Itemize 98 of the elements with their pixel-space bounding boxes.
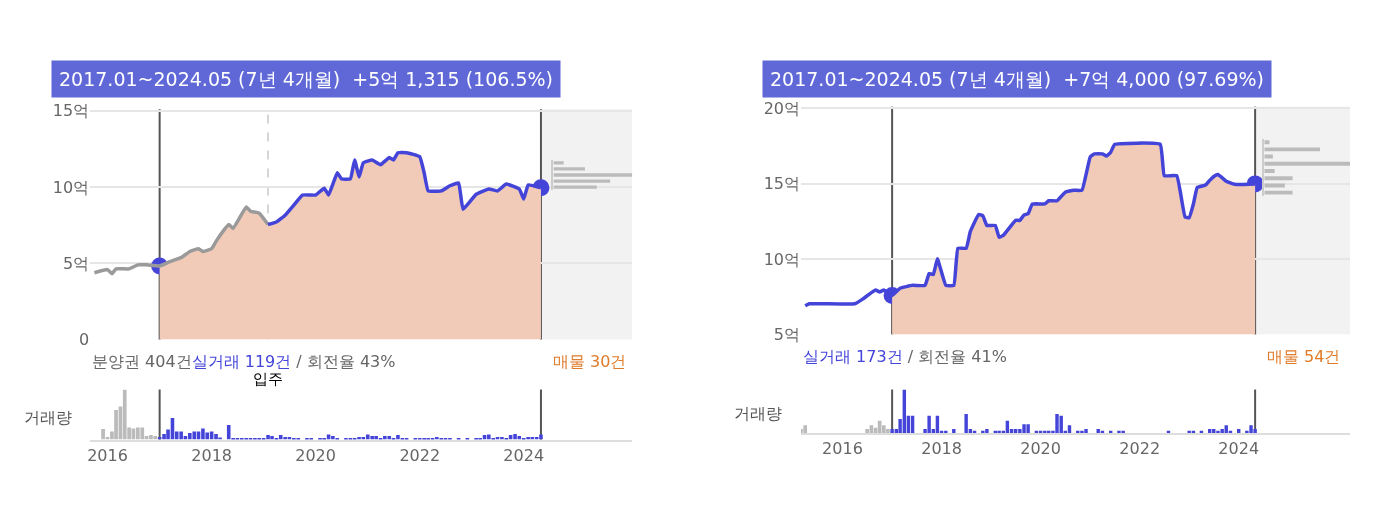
- bar: [927, 415, 931, 434]
- x-tick-label: 2016: [87, 445, 128, 465]
- bar: [1026, 424, 1030, 434]
- bar: [1055, 413, 1059, 434]
- bar: [1080, 430, 1084, 434]
- bar: [101, 429, 105, 440]
- bar: [1043, 430, 1047, 434]
- bar: [886, 429, 890, 434]
- bar: [890, 429, 894, 434]
- bar: [553, 167, 585, 171]
- bar: [201, 428, 205, 440]
- bar: [553, 173, 633, 177]
- text: / 회전율 43%: [291, 352, 396, 371]
- bar: [1237, 429, 1241, 434]
- bar: [1264, 190, 1293, 195]
- bar: [270, 436, 274, 440]
- bar: [192, 431, 197, 440]
- bar: [997, 430, 1001, 434]
- x-tick-label: 2022: [1119, 439, 1161, 459]
- y-tick-label: 20억: [763, 98, 800, 118]
- text: 2017.01~2024.05 (7년 4개월) +5억 1,315 (106.5%): [59, 68, 553, 90]
- text: 실거래 173건: [803, 347, 903, 366]
- bar: [944, 430, 948, 434]
- bar: [331, 436, 335, 440]
- bar: [205, 432, 210, 440]
- y-tick-label: 10억: [52, 177, 90, 197]
- bar: [1264, 176, 1293, 181]
- bar: [370, 436, 374, 440]
- x-tick-label: 2024: [1218, 439, 1260, 459]
- bar: [1117, 430, 1121, 434]
- bar: [140, 427, 145, 440]
- bar: [266, 435, 270, 440]
- text: / 회전율 41%: [902, 347, 1007, 366]
- x-tick-label: 2022: [399, 445, 441, 465]
- text: 2017.01~2024.05 (7년 4개월) +7억 4,000 (97.69%): [770, 68, 1264, 90]
- bar: [800, 429, 803, 434]
- bar: [553, 161, 564, 165]
- bar: [387, 436, 392, 440]
- bar: [553, 179, 611, 183]
- bar: [149, 435, 153, 440]
- band-label: 매물 30건: [553, 352, 627, 371]
- x-tick-label: 2020: [295, 445, 336, 465]
- bar: [374, 436, 378, 440]
- bar: [553, 185, 597, 189]
- bar: [1264, 154, 1273, 159]
- bar: [865, 429, 869, 434]
- bar: [114, 410, 118, 440]
- bar: [226, 425, 231, 440]
- y-tick-label: 5억: [773, 324, 800, 344]
- bar: [1022, 424, 1026, 434]
- bar: [513, 434, 517, 440]
- bar: [383, 436, 387, 440]
- bar: [1013, 429, 1018, 434]
- bar: [135, 427, 140, 440]
- bar: [122, 389, 127, 440]
- bar: [1264, 169, 1275, 173]
- bar: [162, 434, 166, 440]
- bar: [1216, 430, 1220, 434]
- y-tick-label: 15억: [763, 174, 800, 194]
- bar: [188, 433, 192, 440]
- y-axis-title: 거래량: [24, 408, 72, 427]
- bar: [1253, 429, 1257, 434]
- y-tick-label: 10억: [763, 249, 800, 269]
- bar: [396, 435, 400, 440]
- bar: [1121, 430, 1125, 434]
- x-tick-label: 2016: [822, 439, 863, 459]
- x-tick-label: 2018: [921, 439, 962, 459]
- bar: [952, 429, 956, 434]
- bar: [278, 435, 283, 440]
- bar: [1207, 429, 1212, 434]
- bar: [1084, 429, 1088, 434]
- y-tick-label: 15억: [52, 101, 90, 121]
- text: 분양권 404건: [92, 352, 192, 371]
- bar: [1264, 147, 1321, 152]
- bar: [981, 430, 985, 434]
- bar: [214, 434, 218, 440]
- x-tick-label: 2020: [1020, 439, 1061, 459]
- x-tick-label: 2024: [503, 445, 545, 465]
- bar: [985, 429, 989, 434]
- ref-line-label: 입주: [253, 370, 283, 388]
- x-tick-label: 2018: [191, 445, 232, 465]
- bar: [882, 425, 886, 434]
- bar: [1264, 161, 1351, 166]
- text: 실거래 119건: [191, 352, 292, 371]
- bar: [1220, 429, 1224, 434]
- y-tick-label: 0: [78, 330, 90, 350]
- bar: [1096, 429, 1100, 434]
- bar: [179, 431, 183, 440]
- bar: [964, 413, 968, 434]
- band-label: 매물 54건: [1267, 347, 1341, 366]
- bar: [153, 436, 158, 440]
- bar: [803, 425, 808, 434]
- bar: [1212, 429, 1216, 434]
- bar: [1249, 425, 1253, 434]
- line-series: [92, 205, 270, 276]
- bar: [1264, 183, 1285, 188]
- y-axis-title: 거래량: [734, 404, 782, 423]
- y-tick-label: 5억: [62, 253, 90, 273]
